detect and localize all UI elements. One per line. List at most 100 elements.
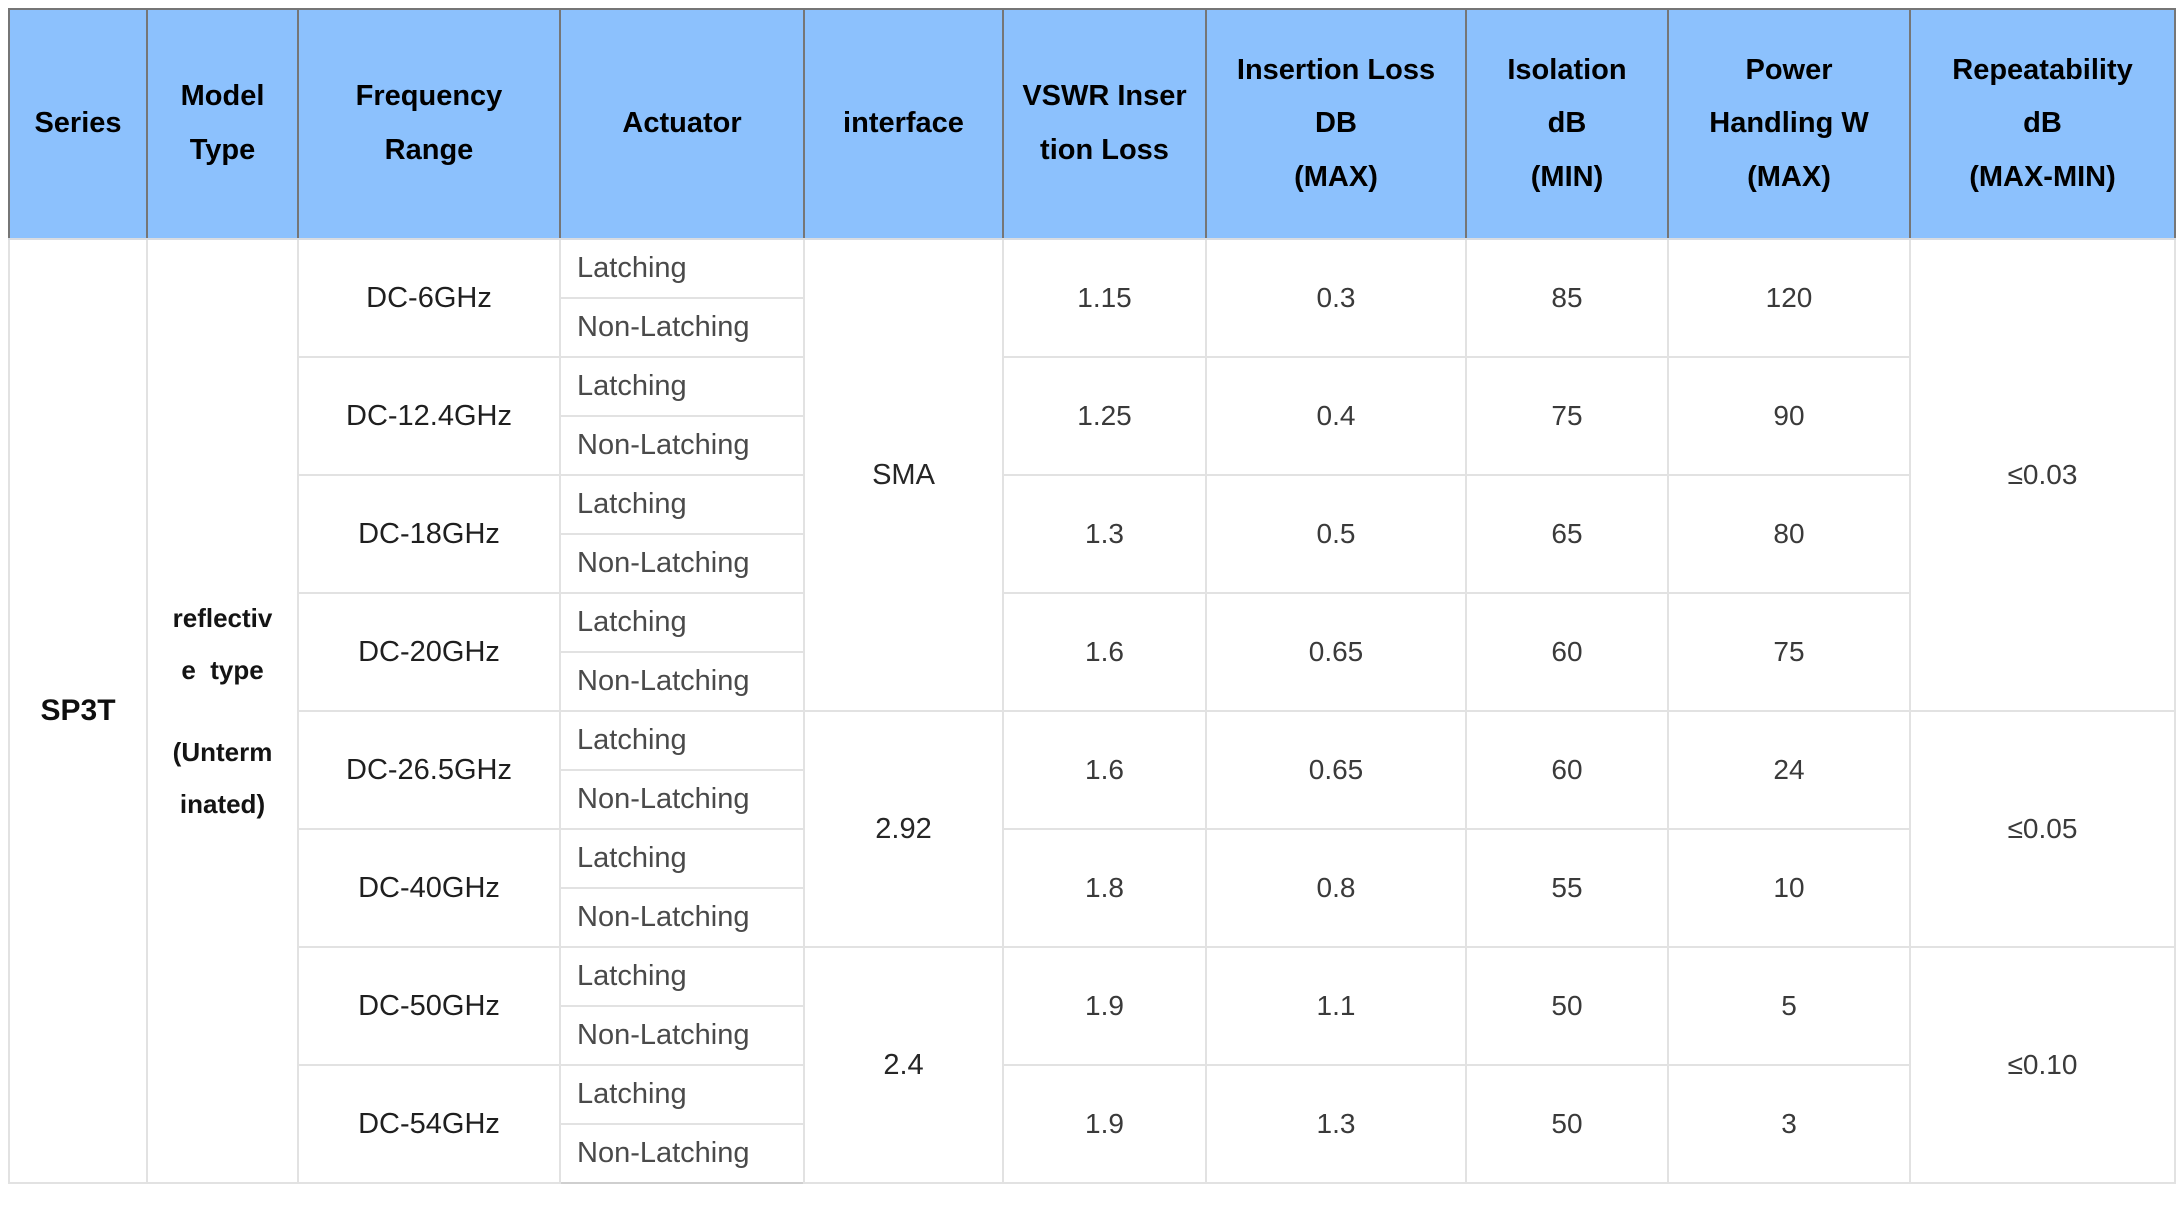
isolation-cell: 50 [1465,1064,1669,1184]
header-frequency-range-label: Frequency Range [355,80,503,166]
header-isolation-label: Isolation dB (MIN) [1507,53,1627,193]
insertion-loss-cell: 1.1 [1205,946,1467,1066]
header-interface-label: interface [843,107,964,140]
actuator-cell-latching: Latching [559,474,805,535]
actuator-cell-latching: Latching [559,710,805,771]
table-row: DC-40GHz Latching 1.8 0.8 55 10 [9,828,2175,948]
actuator-cell-non-latching: Non-Latching [559,769,805,830]
vswr-cell: 1.8 [1002,828,1207,948]
model-type-line-1: reflectiv e type [172,603,273,685]
isolation-cell: 65 [1465,474,1669,594]
header-vswr-label: VSWR Inser tion Loss [1022,80,1187,166]
header-series-label: Series [34,107,122,140]
frequency-cell: DC-6GHz [297,238,561,358]
spec-table: Series Model Type Frequency Range Actuat… [8,8,2176,1184]
interface-cell-sma: SMA [803,238,1004,712]
header-power-label: Power Handling W (MAX) [1709,53,1869,193]
header-repeatability-label: Repeatability dB (MAX-MIN) [1952,53,2133,193]
vswr-cell: 1.6 [1002,592,1207,712]
frequency-cell: DC-54GHz [297,1064,561,1184]
frequency-cell: DC-12.4GHz [297,356,561,476]
header-actuator-label: Actuator [622,107,742,140]
table-row: Non-Latching [9,1005,2175,1066]
table-row: Non-Latching [9,769,2175,830]
actuator-cell-latching: Latching [559,828,805,889]
actuator-cell-non-latching: Non-Latching [559,415,805,476]
table-row: DC-54GHz Latching 1.9 1.3 50 3 [9,1064,2175,1184]
table-row: DC-12.4GHz Latching 1.25 0.4 75 90 [9,356,2175,476]
actuator-cell-non-latching: Non-Latching [559,1005,805,1066]
insertion-loss-cell: 1.3 [1205,1064,1467,1184]
actuator-cell-latching: Latching [559,946,805,1007]
actuator-cell-latching: Latching [559,356,805,417]
table-row: DC-26.5GHz Latching 2.92 1.6 0.65 60 24 … [9,710,2176,948]
insertion-loss-cell: 0.65 [1205,592,1467,712]
isolation-cell: 55 [1465,828,1669,948]
power-cell: 24 [1667,710,1911,830]
actuator-cell-non-latching: Non-Latching [559,533,805,594]
table-row: Non-Latching [9,887,2175,948]
repeatability-cell-3: ≤0.10 [1909,946,2176,1184]
table-row: Non-Latching [9,651,2175,712]
header-insertion-loss-db-max: Insertion Loss DB (MAX) [1205,8,1467,240]
insertion-loss-cell: 0.5 [1205,474,1467,594]
header-actuator: Actuator [559,8,805,240]
table-row: Non-Latching [9,415,2175,476]
vswr-cell: 1.9 [1002,946,1207,1066]
frequency-cell: DC-20GHz [297,592,561,712]
insertion-loss-cell: 0.8 [1205,828,1467,948]
table-row: Non-Latching [9,297,2175,358]
actuator-cell-non-latching: Non-Latching [559,887,805,948]
power-cell: 120 [1667,238,1911,358]
header-insertion-loss-label: Insertion Loss DB (MAX) [1236,53,1436,193]
isolation-cell: 85 [1465,238,1669,358]
frequency-cell: DC-40GHz [297,828,561,948]
frequency-cell: DC-18GHz [297,474,561,594]
series-cell: SP3T [8,238,148,1184]
table-row: Non-Latching [9,533,2175,594]
actuator-cell-non-latching: Non-Latching [559,651,805,712]
vswr-cell: 1.25 [1002,356,1207,476]
model-type-cell: reflectiv e type (Unterm inated) [146,238,299,1184]
header-repeatability-db: Repeatability dB (MAX-MIN) [1909,8,2176,240]
header-model-type: Model Type [146,8,299,240]
header-frequency-range: Frequency Range [297,8,561,240]
header-model-type-label: Model Type [180,80,265,166]
table-row: Non-Latching [9,1123,2175,1184]
header-series: Series [8,8,148,240]
actuator-cell-latching: Latching [559,592,805,653]
header-isolation-db-min: Isolation dB (MIN) [1465,8,1669,240]
actuator-cell-latching: Latching [559,1064,805,1125]
header-row: Series Model Type Frequency Range Actuat… [8,8,2176,240]
vswr-cell: 1.15 [1002,238,1207,358]
power-cell: 90 [1667,356,1911,476]
interface-cell-24: 2.4 [803,946,1004,1184]
actuator-cell-non-latching: Non-Latching [559,297,805,358]
power-cell: 5 [1667,946,1911,1066]
header-power-handling-w-max: Power Handling W (MAX) [1667,8,1911,240]
frequency-cell: DC-50GHz [297,946,561,1066]
header-interface: interface [803,8,1004,240]
interface-cell-292: 2.92 [803,710,1004,948]
power-cell: 75 [1667,592,1911,712]
isolation-cell: 60 [1465,592,1669,712]
vswr-cell: 1.3 [1002,474,1207,594]
isolation-cell: 50 [1465,946,1669,1066]
frequency-cell: DC-26.5GHz [297,710,561,830]
table-row: DC-20GHz Latching 1.6 0.65 60 75 [9,592,2175,712]
insertion-loss-cell: 0.3 [1205,238,1467,358]
power-cell: 10 [1667,828,1911,948]
model-type-line-2: (Unterm inated) [172,737,273,819]
table-row: SP3T reflectiv e type (Unterm inated) DC… [8,238,2176,1184]
actuator-cell-latching: Latching [559,238,805,299]
table-row: DC-18GHz Latching 1.3 0.5 65 80 [9,474,2175,594]
vswr-cell: 1.9 [1002,1064,1207,1184]
insertion-loss-cell: 0.65 [1205,710,1467,830]
isolation-cell: 75 [1465,356,1669,476]
repeatability-cell-2: ≤0.05 [1909,710,2176,948]
vswr-cell: 1.6 [1002,710,1207,830]
power-cell: 80 [1667,474,1911,594]
repeatability-cell-1: ≤0.03 [1909,238,2176,712]
header-vswr-insertion-loss: VSWR Inser tion Loss [1002,8,1207,240]
actuator-cell-non-latching: Non-Latching [559,1123,805,1184]
